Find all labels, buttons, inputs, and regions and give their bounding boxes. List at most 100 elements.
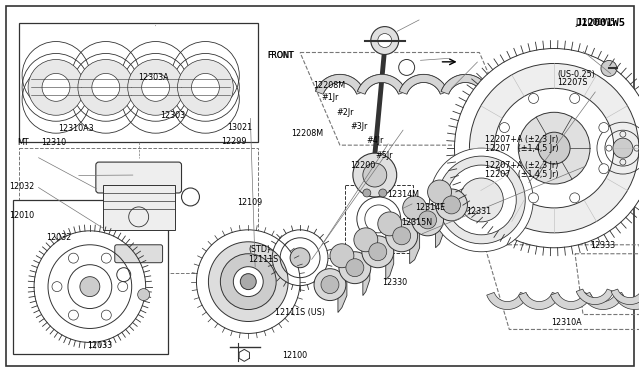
Polygon shape [441,74,490,94]
Polygon shape [357,74,406,94]
Circle shape [429,148,533,252]
Text: FRONT: FRONT [268,51,294,60]
Circle shape [191,73,220,101]
Circle shape [369,243,387,261]
Circle shape [469,64,639,233]
Text: 12033: 12033 [88,341,113,350]
Circle shape [346,259,364,277]
Circle shape [379,189,387,197]
Polygon shape [436,213,444,248]
Polygon shape [611,289,640,305]
FancyBboxPatch shape [6,6,634,366]
Text: 12314M: 12314M [387,190,419,199]
Text: #4Jr: #4Jr [366,136,383,145]
Text: 13021: 13021 [228,123,253,132]
Text: 12207+A (±2,3 Jr): 12207+A (±2,3 Jr) [484,135,558,144]
Circle shape [177,60,234,115]
Circle shape [529,193,538,203]
Circle shape [220,254,276,310]
Polygon shape [399,74,448,94]
Text: 12310A3: 12310A3 [59,124,94,133]
Circle shape [290,248,310,268]
Circle shape [494,89,614,208]
Text: 12310: 12310 [41,138,66,147]
Text: 12333: 12333 [590,241,616,250]
Text: 12010: 12010 [9,211,34,220]
Circle shape [196,230,300,333]
Circle shape [353,153,397,197]
Text: #1Jr: #1Jr [321,93,339,102]
Circle shape [386,220,418,252]
Circle shape [378,33,392,48]
FancyBboxPatch shape [96,162,182,193]
Circle shape [601,61,617,76]
Circle shape [78,60,134,115]
Bar [19,23,258,142]
Text: 12299: 12299 [221,137,246,146]
Circle shape [403,196,427,220]
Circle shape [240,274,256,290]
Circle shape [28,60,84,115]
Text: 12315N: 12315N [402,218,433,227]
Circle shape [570,193,580,203]
Bar [103,185,175,230]
Text: 12331: 12331 [467,207,492,216]
Circle shape [138,289,150,301]
Polygon shape [410,228,420,264]
FancyBboxPatch shape [115,245,163,263]
Circle shape [378,212,402,236]
Circle shape [538,132,570,164]
Circle shape [371,26,399,54]
Text: #2Jr: #2Jr [336,108,353,117]
Circle shape [419,211,436,229]
Circle shape [438,156,525,244]
Circle shape [234,267,263,296]
Circle shape [92,73,120,101]
Circle shape [499,164,509,174]
Circle shape [599,122,609,132]
Text: J12001W5: J12001W5 [575,18,625,28]
Text: #3Jr: #3Jr [351,122,368,131]
Polygon shape [518,292,560,310]
Circle shape [339,252,371,283]
Text: 12303A: 12303A [138,73,169,82]
Circle shape [363,189,371,197]
Circle shape [209,242,288,321]
Text: 12207S: 12207S [557,78,588,87]
Text: 12032: 12032 [46,233,71,243]
Text: 12100: 12100 [282,351,307,360]
Text: 12032: 12032 [9,182,34,190]
Circle shape [447,165,516,235]
Circle shape [442,196,460,214]
Polygon shape [363,260,370,296]
Circle shape [330,244,354,268]
Text: (US-0.25): (US-0.25) [557,70,595,78]
Bar [345,185,413,253]
Polygon shape [486,292,528,310]
Text: 12314E: 12314E [415,203,446,212]
Circle shape [393,227,411,245]
Text: 12207   (±1,4,5 Jr): 12207 (±1,4,5 Jr) [484,170,558,179]
Circle shape [42,73,70,101]
Bar [13,200,168,355]
Text: 12303: 12303 [161,111,186,120]
Polygon shape [582,292,623,310]
Circle shape [454,48,640,248]
Text: 12330: 12330 [383,278,408,287]
Circle shape [613,138,633,158]
Circle shape [428,180,451,204]
Circle shape [570,93,580,103]
Bar [19,148,258,273]
Circle shape [599,164,609,174]
Text: 12310A: 12310A [551,318,582,327]
Text: (STD): (STD) [248,245,271,254]
Text: J12001W5: J12001W5 [575,19,616,28]
Circle shape [314,269,346,301]
Circle shape [436,189,467,221]
Text: FRONT: FRONT [268,51,294,60]
Circle shape [412,204,444,236]
Circle shape [141,73,170,101]
Circle shape [363,163,387,187]
Polygon shape [338,276,347,312]
Text: 12200: 12200 [351,161,376,170]
